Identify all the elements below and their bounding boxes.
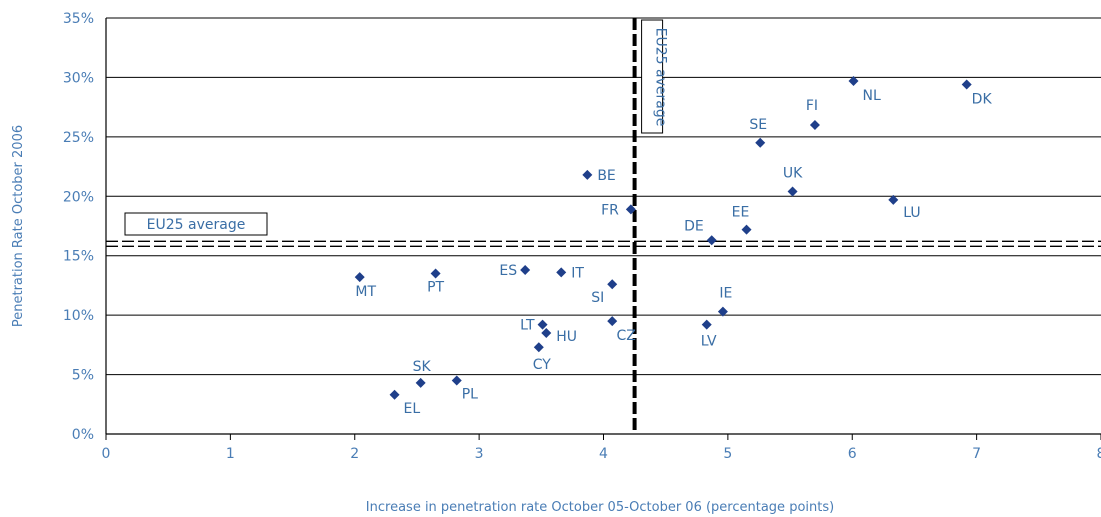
y-tick-label: 15% bbox=[63, 249, 94, 265]
svg-text:EU25 average: EU25 average bbox=[653, 28, 669, 127]
point-label-it: IT bbox=[571, 265, 584, 281]
point-sk bbox=[415, 377, 426, 388]
y-tick-label: 20% bbox=[63, 189, 94, 205]
data-points bbox=[354, 75, 972, 400]
point-label-fi: FI bbox=[806, 98, 818, 114]
axes bbox=[105, 18, 1101, 440]
point-lv bbox=[701, 319, 712, 330]
point-label-lu: LU bbox=[903, 205, 920, 221]
point-nl bbox=[848, 75, 859, 86]
point-pt bbox=[430, 268, 441, 279]
point-fr bbox=[625, 204, 636, 215]
point-hu bbox=[541, 327, 552, 338]
point-uk bbox=[787, 186, 798, 197]
x-tick-label: 3 bbox=[475, 446, 484, 462]
point-lu bbox=[888, 194, 899, 205]
point-el bbox=[389, 389, 400, 400]
point-label-el: EL bbox=[404, 401, 421, 417]
x-axis-title: Increase in penetration rate October 05-… bbox=[366, 500, 834, 515]
point-label-dk: DK bbox=[972, 92, 993, 108]
point-label-cz: CZ bbox=[617, 328, 636, 344]
x-tick-labels: 0 1 2 3 4 5 6 7 8 bbox=[102, 446, 1101, 462]
reference-labels: EU25 average EU25 average bbox=[124, 19, 669, 236]
point-se bbox=[755, 137, 766, 148]
point-label-pt: PT bbox=[427, 280, 444, 296]
x-tick-label: 7 bbox=[972, 446, 981, 462]
point-label-se: SE bbox=[749, 117, 767, 133]
point-label-be: BE bbox=[597, 168, 615, 184]
point-fi bbox=[809, 119, 820, 130]
svg-text:EU25 average: EU25 average bbox=[147, 217, 246, 233]
point-label-fr: FR bbox=[601, 202, 619, 218]
x-tick-label: 6 bbox=[848, 446, 857, 462]
point-label-hu: HU bbox=[556, 329, 577, 345]
point-ie bbox=[717, 306, 728, 317]
point-label-nl: NL bbox=[862, 88, 880, 104]
x-tick-label: 1 bbox=[226, 446, 235, 462]
x-tick-label: 4 bbox=[599, 446, 608, 462]
point-cy bbox=[533, 342, 544, 353]
y-tick-label: 35% bbox=[63, 11, 94, 27]
y-axis-title: Penetration Rate October 2006 bbox=[11, 125, 26, 327]
eu25-average-vertical-label: EU25 average bbox=[641, 19, 669, 134]
point-ee bbox=[741, 224, 752, 235]
point-label-uk: UK bbox=[783, 166, 803, 182]
point-label-lt: LT bbox=[520, 318, 535, 334]
y-tick-label: 5% bbox=[72, 368, 94, 384]
y-tick-labels: 0% 5% 10% 15% 20% 25% 30% 35% bbox=[63, 11, 94, 443]
x-tick-label: 8 bbox=[1097, 446, 1101, 462]
y-tick-label: 0% bbox=[72, 427, 94, 443]
x-tick-label: 5 bbox=[723, 446, 732, 462]
point-it bbox=[556, 267, 567, 278]
eu25-average-horizontal-label: EU25 average bbox=[124, 212, 268, 236]
point-de bbox=[706, 235, 717, 246]
point-mt bbox=[354, 272, 365, 283]
point-label-sk: SK bbox=[413, 359, 432, 375]
point-pl bbox=[451, 375, 462, 386]
point-es bbox=[520, 264, 531, 275]
y-tick-label: 30% bbox=[63, 70, 94, 86]
point-be bbox=[582, 169, 593, 180]
point-labels: DK NL FI SE UK LU BE FR EE DE MT PT ES IT SI IE LV CZ LT HU… bbox=[355, 88, 992, 417]
point-label-ie: IE bbox=[719, 286, 732, 302]
point-si bbox=[607, 279, 618, 290]
point-label-pl: PL bbox=[462, 387, 478, 403]
y-tick-label: 10% bbox=[63, 308, 94, 324]
point-label-de: DE bbox=[684, 218, 704, 234]
y-tick-label: 25% bbox=[63, 130, 94, 146]
point-label-cy: CY bbox=[533, 357, 552, 373]
point-label-es: ES bbox=[499, 263, 517, 279]
x-tick-label: 0 bbox=[102, 446, 111, 462]
point-label-lv: LV bbox=[701, 334, 717, 350]
eu25-average-horizontal-line bbox=[106, 240, 1101, 248]
point-cz bbox=[607, 316, 618, 327]
point-label-mt: MT bbox=[355, 284, 376, 300]
point-label-ee: EE bbox=[732, 205, 750, 221]
gridlines bbox=[106, 17, 1101, 435]
reference-lines bbox=[106, 18, 1101, 434]
point-lt bbox=[537, 319, 548, 330]
point-dk bbox=[961, 79, 972, 90]
x-tick-label: 2 bbox=[350, 446, 359, 462]
point-label-si: SI bbox=[591, 290, 604, 306]
